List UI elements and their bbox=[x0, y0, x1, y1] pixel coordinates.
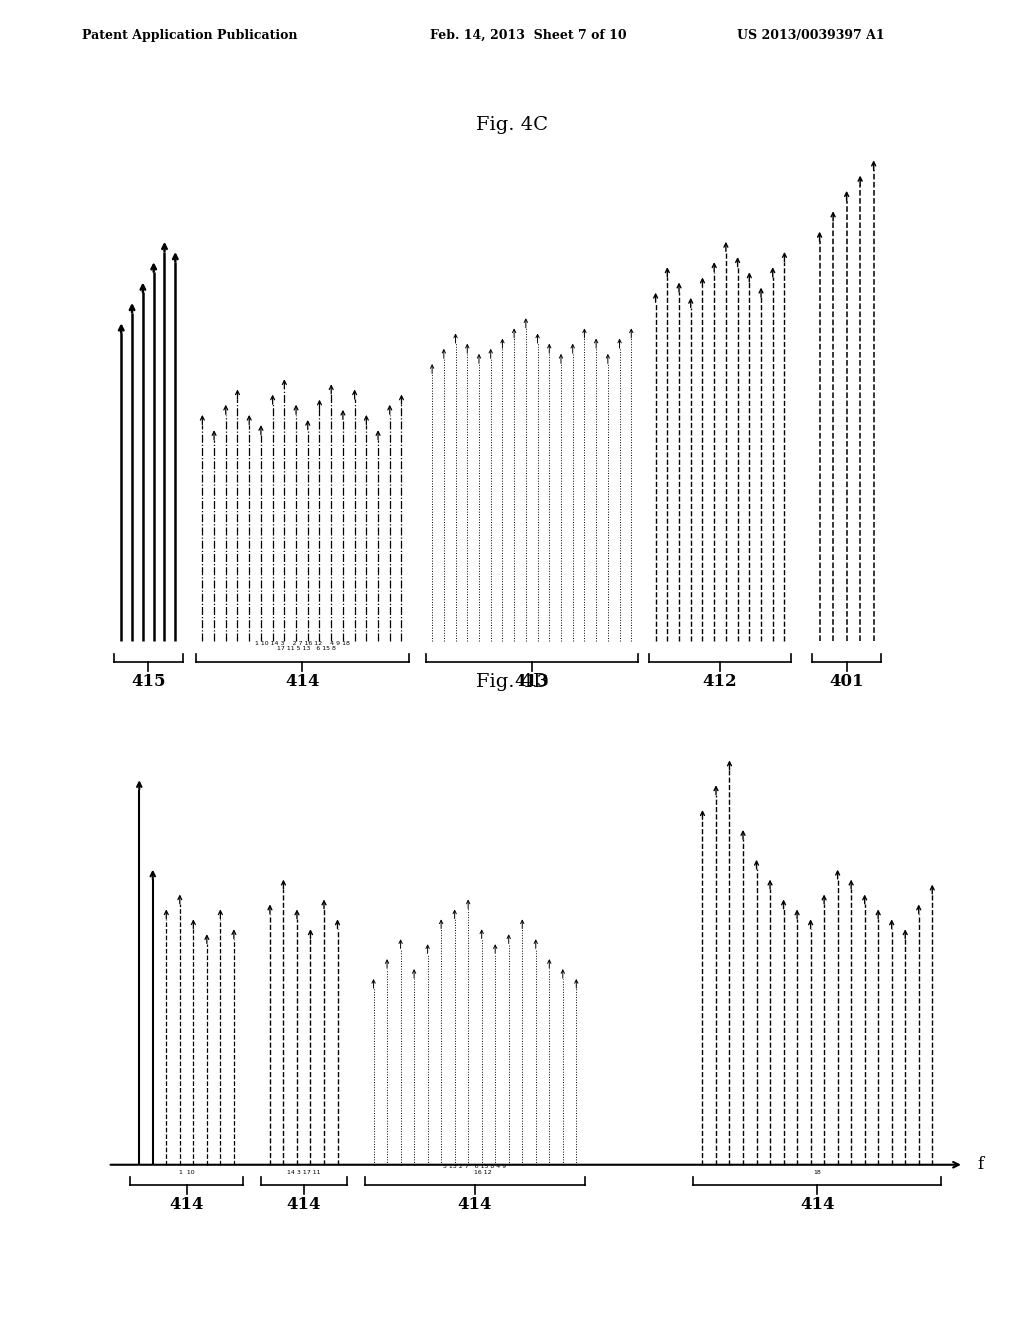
Text: 1  10: 1 10 bbox=[179, 1170, 195, 1175]
Text: 415: 415 bbox=[131, 673, 166, 690]
Text: 414: 414 bbox=[800, 1196, 835, 1213]
Text: US 2013/0039397 A1: US 2013/0039397 A1 bbox=[737, 29, 885, 42]
Text: Feb. 14, 2013  Sheet 7 of 10: Feb. 14, 2013 Sheet 7 of 10 bbox=[430, 29, 627, 42]
Text: 5 13 2 7   6 15 8 4 9
        16 12: 5 13 2 7 6 15 8 4 9 16 12 bbox=[443, 1164, 507, 1175]
Text: 401: 401 bbox=[829, 673, 864, 690]
Text: 1 10 14 3    2 7 16 12    4 9 18
    17 11 5 13   6 15 8: 1 10 14 3 2 7 16 12 4 9 18 17 11 5 13 6 … bbox=[255, 640, 350, 651]
Text: f: f bbox=[977, 1156, 983, 1173]
Text: 414: 414 bbox=[169, 1196, 204, 1213]
Text: Fig. 4D: Fig. 4D bbox=[475, 673, 549, 692]
Text: 18: 18 bbox=[813, 1170, 821, 1175]
Text: Fig. 4C: Fig. 4C bbox=[476, 116, 548, 135]
Text: 414: 414 bbox=[285, 673, 319, 690]
Text: 414: 414 bbox=[287, 1196, 321, 1213]
Text: 413: 413 bbox=[515, 673, 550, 690]
Text: 412: 412 bbox=[702, 673, 737, 690]
Text: 414: 414 bbox=[458, 1196, 493, 1213]
Text: Patent Application Publication: Patent Application Publication bbox=[82, 29, 297, 42]
Text: 14 3 17 11: 14 3 17 11 bbox=[287, 1170, 321, 1175]
